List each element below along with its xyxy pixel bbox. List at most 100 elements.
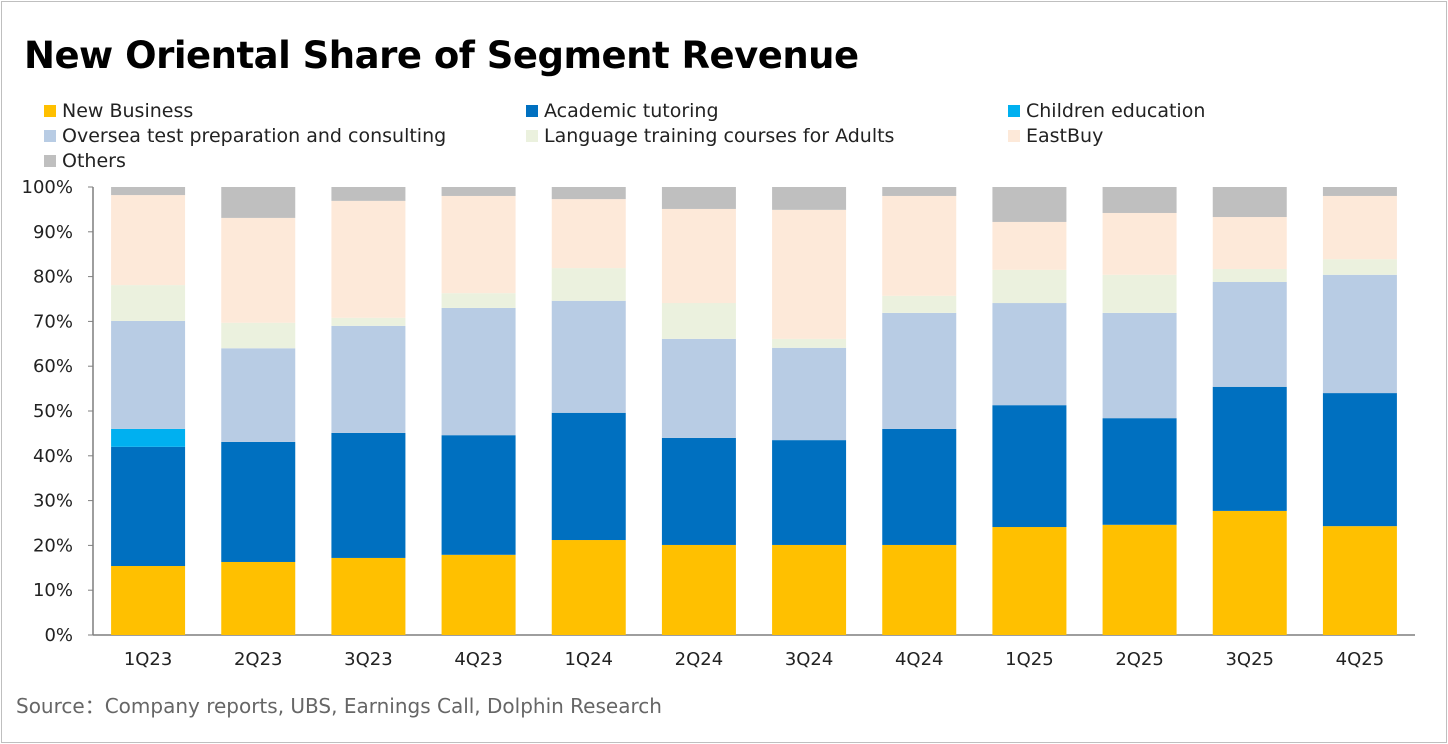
bar-segment-others	[1322, 187, 1397, 196]
x-tick-label: 4Q23	[454, 649, 503, 670]
bar-segment-academic-tutoring	[1212, 386, 1287, 511]
bar-segment-others	[1212, 187, 1287, 218]
bar-segment-others	[551, 187, 626, 200]
bar-segment-language-training-courses-for-adults	[221, 322, 296, 349]
bar-segment-eastbuy	[551, 199, 626, 269]
legend-swatch	[1008, 105, 1020, 117]
bar-segment-language-training-courses-for-adults	[661, 303, 736, 339]
bar-segment-language-training-courses-for-adults	[551, 268, 626, 301]
bar-segment-academic-tutoring	[221, 441, 296, 562]
bar-segment-new-business	[772, 544, 847, 635]
bar-segment-eastbuy	[111, 195, 186, 286]
legend-item: Children education	[1008, 100, 1205, 122]
bar-segment-new-business	[992, 527, 1067, 635]
bar-segment-language-training-courses-for-adults	[1212, 268, 1287, 282]
bar-segment-new-business	[1102, 524, 1177, 635]
y-tick-label: 70%	[33, 311, 73, 332]
legend-swatch	[44, 130, 56, 142]
bar-segment-eastbuy	[221, 217, 296, 323]
legend-item: EastBuy	[1008, 125, 1103, 147]
legend-swatch	[526, 105, 538, 117]
bar-segment-eastbuy	[992, 221, 1067, 270]
legend-swatch	[1008, 130, 1020, 142]
bar-segment-eastbuy	[661, 208, 736, 304]
bar-segment-language-training-courses-for-adults	[772, 338, 847, 348]
bar-segment-oversea-test-preparation-and-consulting	[1212, 281, 1287, 387]
x-tick-label: 3Q23	[344, 649, 393, 670]
bar-segment-others	[441, 187, 516, 196]
legend-swatch	[526, 130, 538, 142]
source-note: Source：Company reports, UBS, Earnings Ca…	[16, 694, 662, 718]
bar-segment-eastbuy	[1102, 212, 1177, 275]
bar-segment-new-business	[221, 561, 296, 635]
bar-segment-oversea-test-preparation-and-consulting	[111, 320, 186, 429]
chart-title: New Oriental Share of Segment Revenue	[24, 34, 859, 77]
y-tick-label: 50%	[33, 401, 73, 422]
bar-segment-language-training-courses-for-adults	[1322, 259, 1397, 275]
x-tick-label: 1Q25	[1005, 649, 1054, 670]
bar-segment-others	[661, 187, 736, 209]
bar-segment-others	[1102, 187, 1177, 213]
bar-segment-academic-tutoring	[1322, 393, 1397, 527]
bar-segment-academic-tutoring	[331, 432, 406, 558]
bar-segment-language-training-courses-for-adults	[111, 285, 186, 321]
bar-segment-oversea-test-preparation-and-consulting	[1102, 312, 1177, 419]
bar-segment-academic-tutoring	[111, 446, 186, 567]
bar-segment-language-training-courses-for-adults	[882, 295, 957, 313]
bar-segment-academic-tutoring	[551, 412, 626, 541]
bar-segment-academic-tutoring	[441, 435, 516, 555]
y-tick-label: 10%	[33, 580, 73, 601]
bar-segment-academic-tutoring	[882, 428, 957, 545]
legend-label: Language training courses for Adults	[544, 125, 895, 147]
y-tick-label: 20%	[33, 535, 73, 556]
x-tick-label: 1Q23	[124, 649, 173, 670]
bar-segment-oversea-test-preparation-and-consulting	[772, 347, 847, 441]
bar-segment-oversea-test-preparation-and-consulting	[1322, 274, 1397, 394]
bar-segment-new-business	[551, 540, 626, 635]
bar-segment-oversea-test-preparation-and-consulting	[992, 303, 1067, 406]
bar-segment-others	[111, 187, 186, 196]
bar-segment-oversea-test-preparation-and-consulting	[221, 348, 296, 442]
legend-label: Others	[62, 150, 126, 172]
legend-label: Academic tutoring	[544, 100, 719, 122]
bar-segment-new-business	[1322, 526, 1397, 635]
legend-swatch	[44, 155, 56, 167]
bar-segment-new-business	[331, 557, 406, 635]
legend-label: New Business	[62, 100, 194, 122]
legend-item: Oversea test preparation and consulting	[44, 125, 446, 147]
x-tick-label: 2Q25	[1115, 649, 1164, 670]
y-tick-label: 30%	[33, 491, 73, 512]
bar-segment-others	[331, 187, 406, 201]
legend-item: Language training courses for Adults	[526, 125, 894, 147]
bar-segment-academic-tutoring	[661, 437, 736, 545]
bar-segment-language-training-courses-for-adults	[992, 269, 1067, 304]
bar-segment-oversea-test-preparation-and-consulting	[882, 312, 957, 429]
bar-segment-eastbuy	[1212, 217, 1287, 269]
bar-segment-oversea-test-preparation-and-consulting	[661, 338, 736, 438]
legend-label: Children education	[1026, 100, 1206, 122]
legend-label: Oversea test preparation and consulting	[62, 125, 447, 147]
x-tick-label: 4Q25	[1336, 649, 1385, 670]
bar-segment-children-education	[111, 428, 186, 447]
bar-segment-new-business	[1212, 510, 1287, 635]
y-tick-label: 0%	[44, 625, 73, 646]
bar-segment-oversea-test-preparation-and-consulting	[441, 307, 516, 436]
x-tick-label: 2Q24	[675, 649, 724, 670]
y-tick-label: 90%	[33, 222, 73, 243]
bar-segment-new-business	[441, 554, 516, 635]
bar-segment-new-business	[111, 566, 186, 635]
x-tick-label: 1Q24	[564, 649, 613, 670]
y-tick-label: 60%	[33, 356, 73, 377]
bar-segment-new-business	[661, 544, 736, 635]
legend-item: Academic tutoring	[526, 100, 719, 122]
bar-segment-eastbuy	[882, 195, 957, 296]
bar-segment-others	[772, 187, 847, 210]
bar-segment-new-business	[882, 544, 957, 635]
bar-segment-academic-tutoring	[992, 405, 1067, 528]
bar-segment-eastbuy	[441, 195, 516, 294]
bar-segment-oversea-test-preparation-and-consulting	[331, 325, 406, 433]
bar-segment-eastbuy	[331, 200, 406, 318]
y-tick-label: 40%	[33, 446, 73, 467]
